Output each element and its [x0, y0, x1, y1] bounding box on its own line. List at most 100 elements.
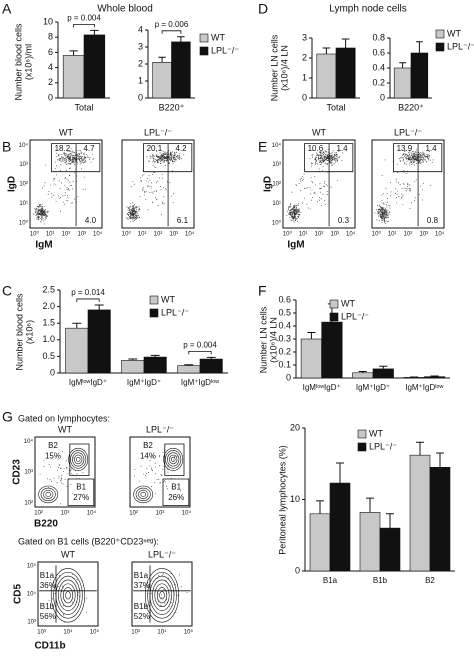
bar: [360, 512, 380, 571]
plot-frame: [372, 140, 444, 228]
gate-value: 4.2: [175, 144, 187, 153]
flow-x-tick: 10³: [131, 630, 140, 636]
gate-value: 26%: [168, 493, 184, 502]
flow-x-tick: 10³: [78, 232, 87, 238]
gate-value: 27%: [73, 493, 89, 502]
flow-x-tick: 10⁵: [184, 629, 194, 636]
flow-x-tick: 10³: [170, 232, 179, 238]
bar: [410, 455, 430, 571]
x-tick-label: IgM⁺IgD⁺: [356, 383, 390, 392]
y-tick-label: 0.2: [278, 346, 291, 356]
significance-bracket: [162, 31, 181, 34]
legend-swatch: [150, 296, 158, 304]
bar: [301, 339, 322, 378]
plot-title: WT: [61, 549, 75, 559]
x-tick-label: Total: [74, 102, 93, 112]
x-tick-label: Total: [326, 102, 345, 112]
bar: [430, 467, 450, 571]
flow-y-tick: 10⁴: [24, 438, 34, 445]
error-bar: [69, 51, 77, 56]
legend-label: LPL⁻/⁻: [369, 441, 397, 451]
flow-y-label: CD23: [12, 459, 23, 485]
error-bar: [177, 37, 185, 42]
flow-x-tick: 10²: [129, 511, 138, 517]
y-tick-label: 6: [48, 47, 53, 57]
y-tick-label: 0: [380, 92, 385, 102]
flow-y-tick: 10³: [272, 162, 281, 168]
y-tick-label: 10: [43, 16, 53, 26]
gate-label: B1a: [134, 571, 149, 580]
bar: [122, 360, 144, 373]
bar: [394, 68, 411, 98]
plot-title: WT: [312, 127, 326, 137]
y-axis-label: Number blood cells: [13, 23, 23, 101]
error-bar: [72, 323, 81, 328]
error-bar: [416, 442, 424, 455]
y-axis-label: Number blood cells: [14, 293, 24, 371]
flow-y-tick: 10³: [19, 162, 28, 168]
bar: [330, 483, 350, 571]
error-bar: [342, 39, 350, 48]
y-tick-label: 1.0: [42, 334, 55, 344]
flow-x-tick: 10¹: [299, 232, 308, 238]
gate-label: B1a: [40, 571, 55, 580]
panel-letter: F: [258, 283, 267, 299]
flow-x-tick: 10²: [404, 232, 413, 238]
legend-label: LPL⁻/⁻: [341, 311, 369, 321]
flow-y-tick: 10³: [27, 620, 36, 626]
legend-label: WT: [211, 32, 225, 42]
bar: [322, 322, 343, 378]
flow-x-tick: 10⁰: [372, 231, 382, 238]
legend-swatch: [436, 30, 444, 38]
bar: [200, 359, 222, 373]
y-tick-label: 0.5: [278, 307, 291, 317]
bar: [352, 373, 373, 378]
gate-value: 13.9: [397, 144, 413, 153]
flow-x-label: IgM: [35, 240, 52, 251]
flow-x-tick: 10⁵: [90, 629, 100, 636]
bar: [336, 48, 355, 98]
y-tick-label: 3: [138, 41, 143, 51]
gate-label: B2: [48, 441, 58, 450]
gate-value: 18.2: [55, 144, 71, 153]
gate-value: 56%: [40, 612, 56, 621]
flow-y-tick: 10¹: [272, 201, 281, 207]
plot-title: LPL⁻/⁻: [144, 127, 172, 137]
bar: [373, 369, 394, 378]
gate-value: 52%: [134, 612, 150, 621]
gate-label: B1b: [134, 602, 149, 611]
y-tick-label: 1.5: [42, 318, 55, 328]
gate-value: 36%: [40, 581, 56, 590]
panel-letter: A: [2, 1, 12, 17]
legend-swatch: [330, 300, 338, 308]
bar: [380, 528, 400, 571]
flow-x-tick: 10¹: [138, 232, 147, 238]
flow-x-tick: 10²: [62, 232, 71, 238]
flow-x-tick: 10³: [331, 232, 340, 238]
flow-y-tick: 10¹: [19, 201, 28, 207]
flow-y-tick: 10⁴: [19, 142, 29, 149]
y-tick-label: 0: [302, 92, 307, 102]
annotation: p = 0.004: [67, 13, 101, 22]
x-tick-label: B220⁺: [398, 102, 424, 112]
y-tick-label: 0.6: [278, 294, 291, 304]
y-tick-label: 2: [48, 77, 53, 87]
panel-letter: E: [258, 139, 267, 155]
flow-x-label: IgM: [287, 240, 304, 251]
flow-y-tick: 10⁴: [27, 591, 37, 598]
y-tick-label: 4: [138, 24, 143, 34]
bar: [153, 62, 172, 98]
error-bar: [323, 48, 331, 54]
flow-x-tick: 10⁴: [435, 231, 445, 238]
y-axis-label: (x10⁶)/4 LN: [279, 45, 289, 91]
y-tick-label: 0.2: [372, 77, 385, 87]
flow-x-tick: 10²: [315, 232, 324, 238]
panel-letter: B: [2, 139, 11, 155]
flow-x-tick: 10⁴: [185, 231, 195, 238]
flow-x-tick: 10⁴: [182, 510, 192, 517]
flow-x-tick: 10⁴: [63, 629, 73, 636]
flow-x-tick: 10³: [61, 511, 70, 517]
y-tick-label: 2: [302, 52, 307, 62]
plot-title: LPL⁻/⁻: [148, 549, 176, 559]
